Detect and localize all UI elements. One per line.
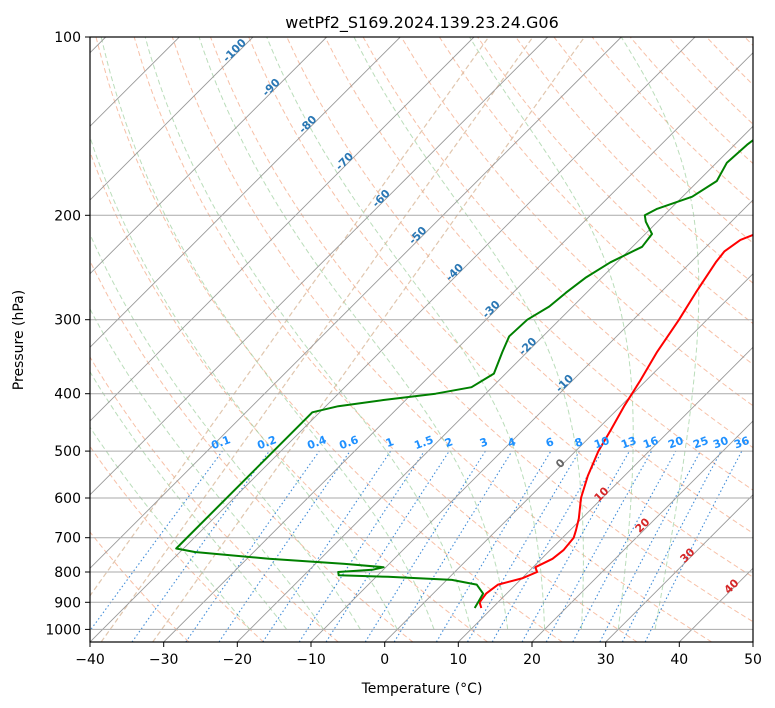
ice-curve — [152, 37, 585, 642]
mixing-ratio-label: 0.2 — [255, 433, 278, 452]
mixing-ratio-line — [131, 450, 270, 642]
isotherm-line — [90, 37, 696, 642]
x-tick-label: −30 — [149, 652, 179, 668]
mixing-ratio-label: 25 — [691, 434, 710, 451]
y-tick-label: 600 — [54, 491, 81, 507]
isotherm-line — [90, 37, 549, 496]
isotherm-line — [384, 273, 753, 642]
mixing-ratio-line — [393, 450, 513, 642]
mixing-ratio-line — [185, 450, 320, 642]
x-tick-label: 10 — [449, 652, 467, 668]
sounding-lines — [175, 138, 753, 609]
moist-adiabat — [353, 37, 584, 630]
dry-adiabat — [90, 445, 264, 642]
isotherm-line — [90, 37, 401, 348]
moist-adiabat — [90, 308, 325, 630]
y-tick-label: 300 — [54, 313, 81, 329]
mixing-ratio-label: 1 — [384, 435, 396, 450]
mixing-ratio-label: 2 — [443, 435, 455, 450]
mixing-ratio-label: 13 — [619, 434, 638, 451]
mixing-ratio-line — [90, 450, 223, 632]
dry-adiabat — [95, 37, 563, 642]
mixing-ratio-line — [218, 450, 351, 642]
x-axis-label: Temperature (°C) — [361, 681, 483, 697]
y-tick-label: 100 — [54, 30, 81, 46]
x-tick-label: 50 — [744, 652, 762, 668]
mixing-ratio-label: 0.1 — [209, 433, 232, 452]
y-tick-label: 200 — [54, 208, 81, 224]
y-tick-label: 400 — [54, 387, 81, 403]
moist-adiabat — [90, 232, 361, 630]
dry-adiabat — [210, 37, 753, 623]
x-tick-label: 40 — [670, 652, 688, 668]
isotherm-line — [531, 420, 753, 642]
mixing-ratio-label: 20 — [666, 434, 685, 452]
moist-adiabat — [469, 37, 634, 630]
isotherm-line — [310, 199, 753, 642]
dry-adiabat — [90, 531, 190, 642]
y-tick-label: 500 — [54, 444, 81, 460]
mixing-ratio-line — [325, 450, 450, 642]
moist-adiabat — [100, 37, 435, 630]
chart-title: wetPf2_S169.2024.139.23.24.G06 — [285, 13, 559, 33]
x-tick-label: −20 — [223, 652, 253, 668]
axes: −40 −30 −20 −10 0 10 20 30 40 5010020030040050060… — [45, 30, 762, 668]
isotherm-line — [457, 346, 753, 642]
moist-adiabat — [198, 37, 509, 630]
isotherm-line — [605, 494, 753, 642]
x-tick-label: 20 — [523, 652, 541, 668]
dry-adiabat — [324, 37, 753, 491]
mixing-ratio-label: 8 — [573, 435, 585, 450]
dry-adiabat — [400, 37, 753, 407]
mixing-ratio-line — [521, 450, 630, 642]
moist-adiabat — [266, 37, 546, 630]
mixing-ratio-label: 16 — [641, 434, 660, 452]
plot-frame — [89, 36, 754, 643]
mixing-ratio-line — [262, 450, 392, 642]
dry-adiabat — [90, 150, 488, 642]
mixing-ratio-label: 6 — [544, 435, 556, 450]
mixing-ratio-line — [545, 450, 653, 642]
mixing-ratio-line — [644, 450, 743, 642]
dry-adiabat — [133, 37, 638, 642]
y-tick-label: 800 — [54, 565, 81, 581]
isotherm-line — [90, 37, 254, 201]
isotherm-line — [90, 37, 475, 422]
x-tick-label: −10 — [296, 652, 326, 668]
mixing-ratio-label: 4 — [506, 435, 518, 450]
ice-curve — [100, 37, 534, 642]
mixing-ratio-label: 3 — [478, 435, 490, 450]
dry-adiabat — [248, 37, 753, 578]
dry-adiabat — [515, 37, 753, 284]
mixing-ratio-label: 36 — [732, 434, 751, 452]
isotherm-line — [163, 52, 753, 642]
mixing-ratio-line — [572, 450, 677, 642]
dry-adiabat — [171, 37, 712, 642]
y-tick-label: 1000 — [45, 622, 81, 638]
y-tick-label: 900 — [54, 595, 81, 611]
temperature-line — [478, 233, 753, 609]
dewpoint-line — [175, 138, 753, 609]
y-axis-label: Pressure (hPa) — [11, 290, 27, 390]
isotherm-line — [236, 125, 753, 642]
x-tick-label: 30 — [597, 652, 615, 668]
ice-curve — [90, 37, 490, 597]
mixing-ratio-label: 1.5 — [412, 433, 435, 452]
x-tick-label: −40 — [75, 652, 105, 668]
mixing-ratio-label: 0.4 — [305, 433, 328, 452]
isotherm-line — [90, 37, 328, 275]
mixing-ratio-label: 10 — [592, 434, 611, 452]
mixing-ratio-label: 30 — [711, 434, 730, 452]
plot-background-lines — [90, 37, 753, 642]
mixing-ratio-label: 0.6 — [337, 433, 360, 452]
y-tick-label: 700 — [54, 531, 81, 547]
dry-adiabat — [90, 356, 339, 642]
moist-adiabat — [620, 37, 700, 630]
isotherm-line — [90, 37, 622, 569]
x-tick-label: 0 — [380, 652, 389, 668]
moist-adiabat — [90, 135, 398, 630]
dry-adiabat — [438, 37, 753, 366]
